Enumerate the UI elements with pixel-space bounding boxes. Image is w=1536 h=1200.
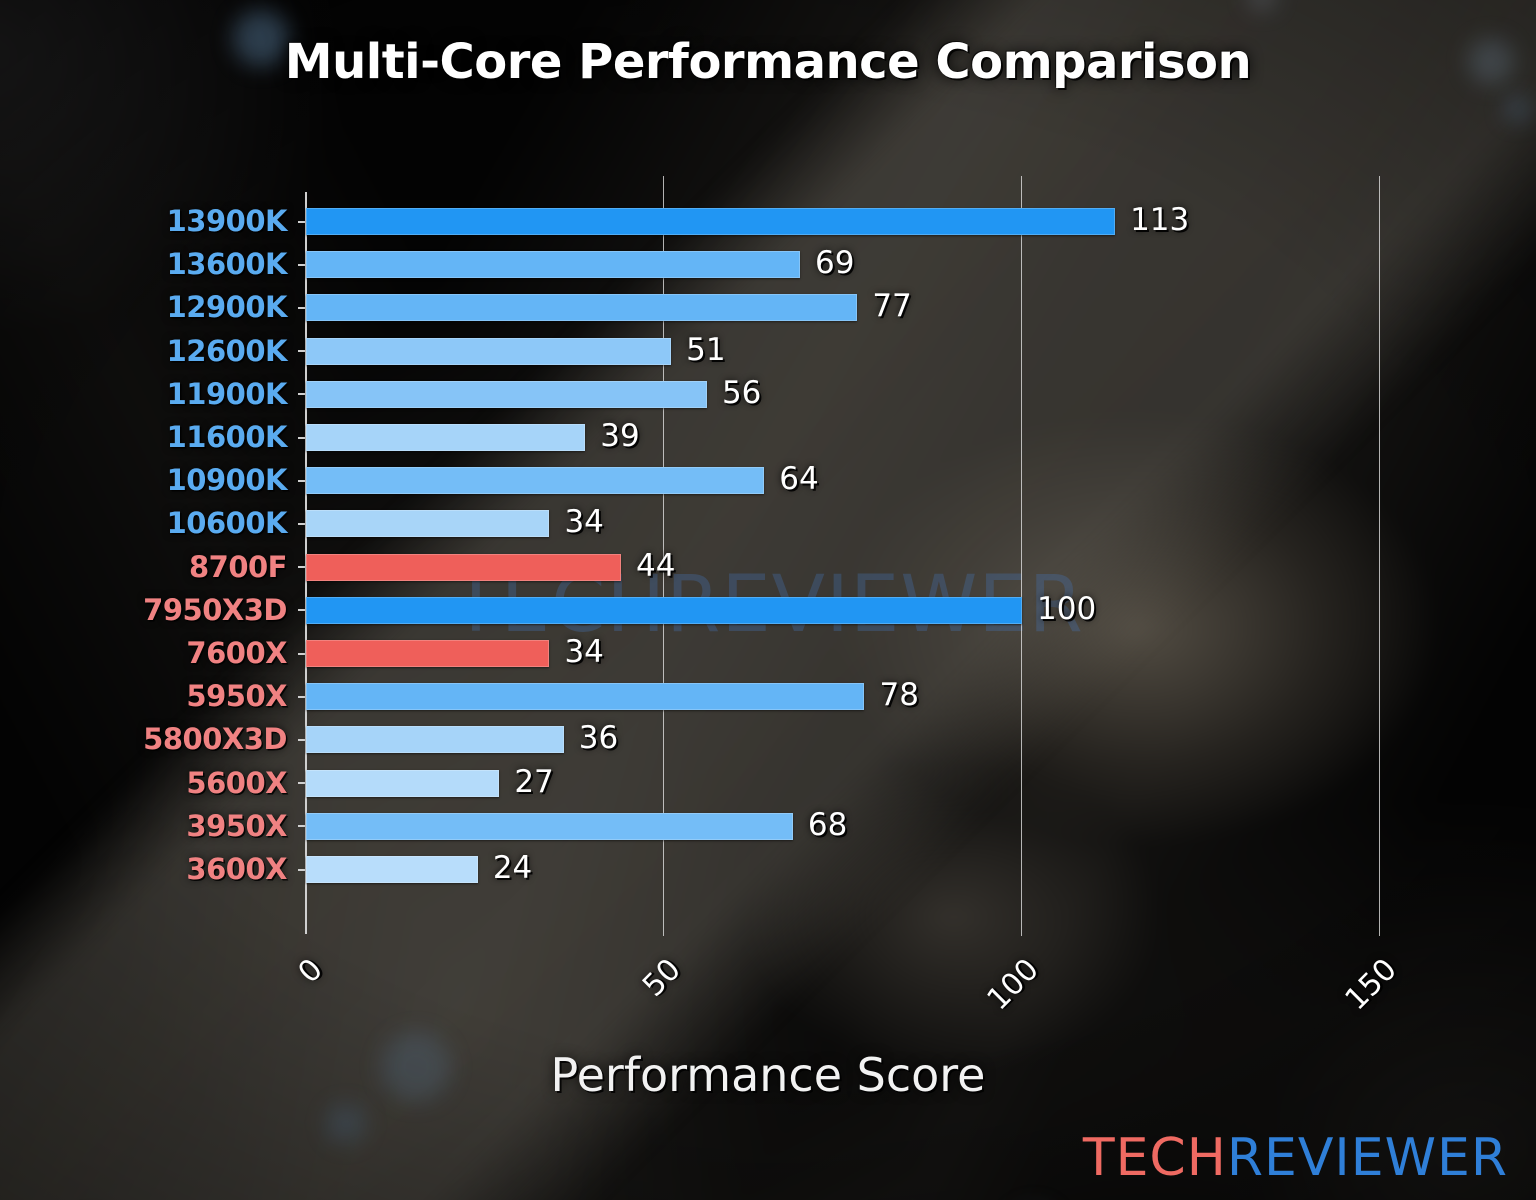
bar-7600x[interactable] xyxy=(306,640,550,667)
value-label-3950x: 68 xyxy=(807,806,848,843)
x-axis-label: Performance Score xyxy=(550,1048,986,1102)
bar-12900k[interactable] xyxy=(306,294,858,322)
bar-5950x[interactable] xyxy=(306,683,865,711)
value-label-10900k: 64 xyxy=(779,461,819,498)
category-label-11900k: 11900K xyxy=(166,376,288,411)
bar-5800x3d[interactable] xyxy=(306,726,564,754)
value-label-5950x: 78 xyxy=(879,677,919,714)
y-tick-10900K xyxy=(298,479,307,482)
value-label-10600k: 34 xyxy=(564,504,604,541)
logo-part-reviewer: REVIEWER xyxy=(1226,1128,1508,1188)
bar-12600k[interactable] xyxy=(306,337,672,365)
value-label-7950x3d: 100 xyxy=(1037,590,1097,627)
value-label-5800x3d: 36 xyxy=(578,720,619,757)
bar-7950x3d[interactable] xyxy=(306,596,1022,624)
category-label-10600k: 10600K xyxy=(166,506,288,541)
y-tick-7600X xyxy=(298,652,307,655)
value-label-11600k: 39 xyxy=(600,418,640,454)
category-label-10900k: 10900K xyxy=(166,463,288,498)
category-label-7950x3d: 7950X3D xyxy=(143,592,287,627)
category-label-5800x3d: 5800X3D xyxy=(143,722,287,757)
value-label-5600x: 27 xyxy=(514,763,554,800)
gridline-100 xyxy=(1021,176,1023,936)
logo-part-tech: TECH xyxy=(1082,1128,1227,1188)
category-label-8700f: 8700F xyxy=(188,549,288,584)
category-label-3600x: 3600X xyxy=(186,852,287,886)
techreviewer-logo: TECHREVIEWER xyxy=(1083,1128,1508,1188)
bar-3600x[interactable] xyxy=(306,856,478,883)
bar-8700f[interactable] xyxy=(306,553,622,581)
value-label-13900k: 113 xyxy=(1130,202,1190,238)
bar-11600k[interactable] xyxy=(306,424,586,451)
category-label-12600k: 12600K xyxy=(166,333,288,368)
category-label-5600x: 5600X xyxy=(186,765,287,800)
bar-11900k[interactable] xyxy=(306,380,707,408)
y-tick-5950X xyxy=(298,695,307,698)
value-label-11900k: 56 xyxy=(721,374,762,411)
category-label-13900k: 13900K xyxy=(166,204,288,238)
category-label-12900k: 12900K xyxy=(166,290,288,325)
value-label-7600x: 34 xyxy=(564,634,604,670)
y-tick-12900K xyxy=(298,306,307,309)
value-label-12600k: 51 xyxy=(686,331,726,368)
y-tick-3950X xyxy=(298,825,307,828)
category-label-11600k: 11600K xyxy=(166,420,288,454)
bar-10600k[interactable] xyxy=(306,510,550,538)
gridline-50 xyxy=(663,176,665,936)
chart-title: Multi-Core Performance Comparison xyxy=(284,34,1252,90)
bar-5600x[interactable] xyxy=(306,769,500,797)
value-label-13600k: 69 xyxy=(815,245,855,282)
category-label-5950x: 5950X xyxy=(186,679,287,714)
y-tick-11600K xyxy=(298,436,307,439)
y-tick-12600K xyxy=(298,350,307,353)
category-label-7600x: 7600X xyxy=(186,636,287,670)
y-tick-13900K xyxy=(298,220,307,223)
y-tick-13600K xyxy=(298,263,307,266)
bar-13900k[interactable] xyxy=(306,208,1116,235)
y-tick-10600K xyxy=(298,522,307,525)
bar-3950x[interactable] xyxy=(306,812,793,840)
gridline-150 xyxy=(1379,176,1381,936)
value-label-3600x: 24 xyxy=(492,850,533,886)
category-label-3950x: 3950X xyxy=(186,808,287,843)
y-tick-5800X3D xyxy=(298,738,307,741)
y-tick-8700F xyxy=(298,566,307,569)
y-tick-5600X xyxy=(298,782,307,785)
bar-10900k[interactable] xyxy=(306,467,765,495)
y-tick-7950X3D xyxy=(298,609,307,612)
bar-13600k[interactable] xyxy=(306,251,801,279)
category-label-13600k: 13600K xyxy=(166,247,288,282)
value-label-12900k: 77 xyxy=(872,288,912,325)
y-tick-3600X xyxy=(298,868,307,871)
value-label-8700f: 44 xyxy=(636,547,676,584)
y-tick-11900K xyxy=(298,393,307,396)
